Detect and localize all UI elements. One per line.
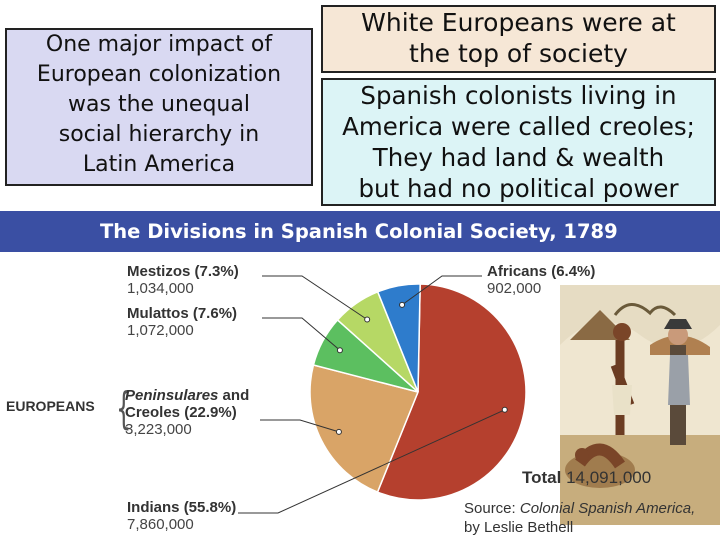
europeans-line: White Europeans were at xyxy=(361,8,676,37)
indians-count: 7,860,000 xyxy=(127,516,194,533)
creoles-line: America were called creoles; xyxy=(342,112,695,141)
total-value: 14,091,000 xyxy=(566,468,652,487)
source-title: Colonial Spanish America, xyxy=(519,500,696,517)
pie-slice-indians xyxy=(376,283,527,501)
africans-label: Africans (6.4%) 902,000 xyxy=(487,263,595,297)
leader-dot-mulattos xyxy=(336,347,343,354)
impact-line: Latin America xyxy=(82,152,236,177)
total-caption: Total xyxy=(522,468,562,487)
impact-line: social hierarchy in xyxy=(58,122,260,147)
mestizos-name: Mestizos xyxy=(127,263,191,280)
africans-name: Africans xyxy=(487,263,548,280)
peninsulares-and: and xyxy=(218,387,250,404)
creoles-line: Spanish colonists living in xyxy=(360,81,677,110)
creoles-line: They had land & wealth xyxy=(372,143,665,172)
source-author: by Leslie Bethell xyxy=(464,519,574,536)
peninsulares-creoles-label: Peninsulares and Creoles (22.9%) 3,223,0… xyxy=(125,387,249,438)
colonial-scene-illustration xyxy=(560,285,720,525)
source-note: Source: Colonial Spanish America, by Les… xyxy=(464,499,695,537)
source-caption: Source: xyxy=(464,500,516,517)
impact-line: One major impact of xyxy=(45,32,273,57)
total-label: Total 14,091,000 xyxy=(522,468,651,488)
mestizos-count: 1,034,000 xyxy=(127,280,194,297)
indians-percent: (55.8%) xyxy=(183,499,237,516)
chart-title: The Divisions in Spanish Colonial Societ… xyxy=(0,211,720,252)
africans-percent: (6.4%) xyxy=(551,263,596,280)
pie-slice-africans xyxy=(376,283,421,393)
europeans-line: the top of society xyxy=(409,39,628,68)
impact-text-box: One major impact of European colonizatio… xyxy=(5,28,313,186)
impact-line: was the unequal xyxy=(68,92,250,117)
leader-dot-indians xyxy=(501,406,508,413)
impact-line: European colonization xyxy=(36,62,282,87)
leader-line-indians xyxy=(238,409,505,514)
europeans-brace: { xyxy=(116,383,132,434)
creoles-line: but had no political power xyxy=(358,174,679,203)
indians-name: Indians xyxy=(127,499,180,516)
europeans-text-box: White Europeans were at the top of socie… xyxy=(321,5,716,73)
mestizos-label: Mestizos (7.3%) 1,034,000 xyxy=(127,263,239,297)
europeans-group-label: EUROPEANS xyxy=(6,398,95,414)
mulattos-count: 1,072,000 xyxy=(127,322,194,339)
mulattos-label: Mulattos (7.6%) 1,072,000 xyxy=(127,305,237,339)
leader-dot-mestizos xyxy=(364,316,371,323)
peninsulares-name: Peninsulares xyxy=(125,387,219,404)
leader-dot-peninsulares-creoles xyxy=(335,428,342,435)
leader-line-mestizos xyxy=(262,275,368,320)
indians-label: Indians (55.8%) 7,860,000 xyxy=(127,499,236,533)
africans-count: 902,000 xyxy=(487,280,542,297)
mestizos-percent: (7.3%) xyxy=(194,263,239,280)
leader-dot-africans xyxy=(399,301,406,308)
leader-line-peninsulares-creoles xyxy=(260,419,340,433)
leader-line-mulattos xyxy=(262,317,341,351)
pie-slice-peninsulares-creoles xyxy=(309,364,420,494)
peninsulares-creoles-percent: (22.9%) xyxy=(184,404,237,421)
creoles-name: Creoles xyxy=(125,404,181,421)
creoles-text-box: Spanish colonists living in America were… xyxy=(321,78,716,206)
mulattos-name: Mulattos xyxy=(127,305,189,322)
peninsulares-creoles-count: 3,223,000 xyxy=(125,421,192,438)
leader-line-africans xyxy=(401,275,482,306)
mulattos-percent: (7.6%) xyxy=(192,305,238,322)
